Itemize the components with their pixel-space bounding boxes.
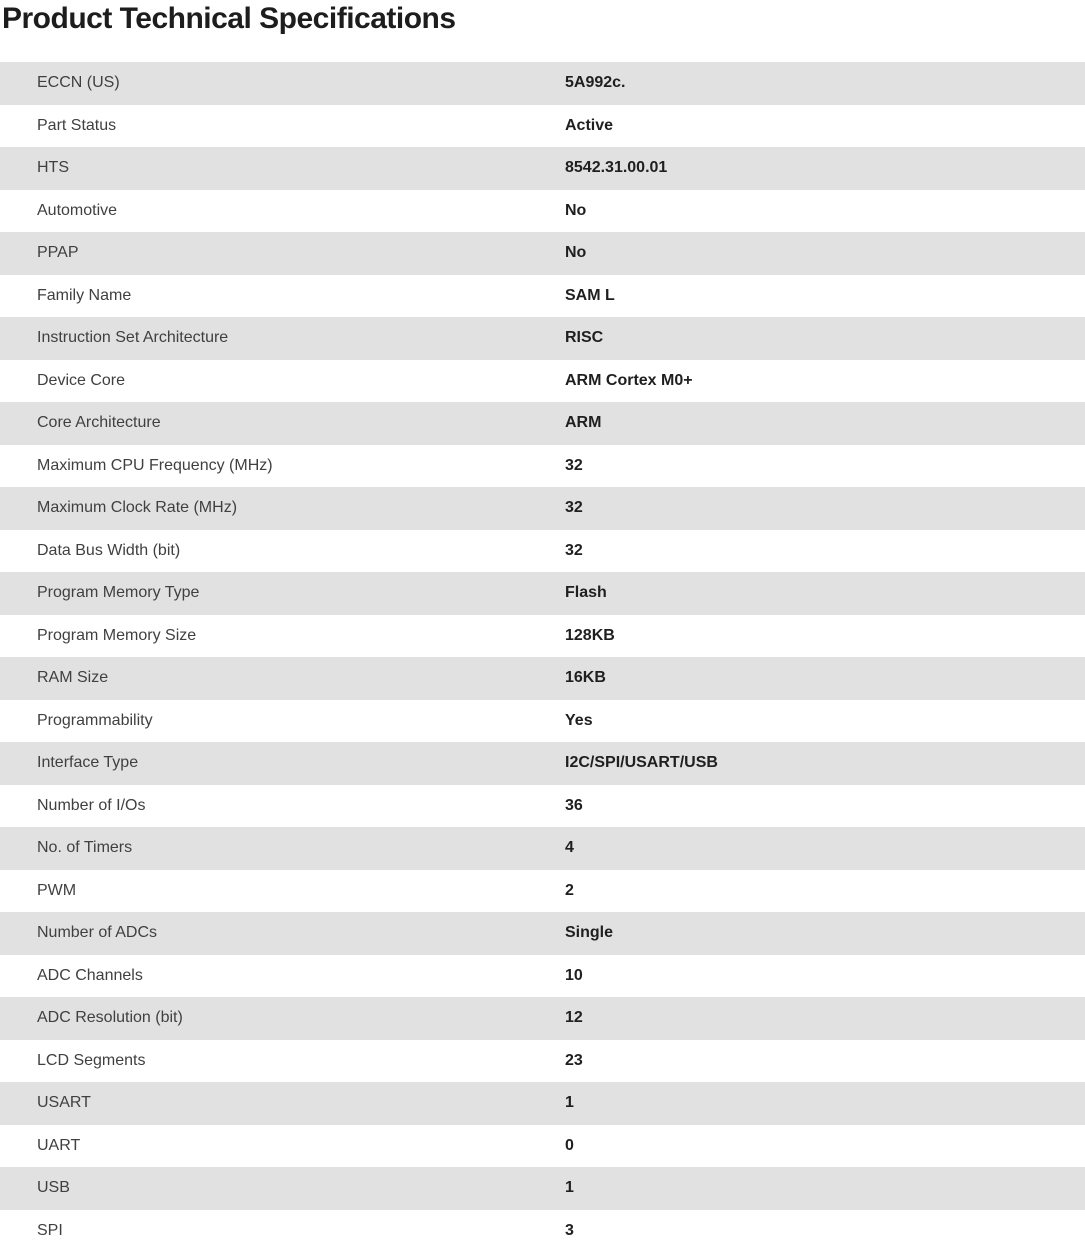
table-row: Part Status Active [0,104,1085,147]
spec-value: SAM L [565,287,615,304]
spec-label: Automotive [37,202,118,219]
table-row: LCD Segments 23 [0,1039,1085,1082]
spec-value: ARM [565,415,602,432]
spec-label: Number of ADCs [37,925,158,942]
spec-value: ARM Cortex M0+ [565,372,693,389]
spec-label: No. of Timers [37,840,133,857]
spec-label: Maximum CPU Frequency (MHz) [37,457,273,474]
spec-label: SPI [37,1222,63,1239]
spec-value: 1 [565,1095,574,1112]
table-row: ADC Resolution (bit) 12 [0,997,1085,1040]
spec-value: 3 [565,1222,574,1239]
table-row: Number of ADCs Single [0,912,1085,955]
table-row: Programmability Yes [0,699,1085,742]
spec-label: LCD Segments [37,1052,146,1069]
table-row: SPI 3 [0,1209,1085,1251]
table-row: Core Architecture ARM [0,402,1085,445]
spec-value: 8542.31.00.01 [565,160,668,177]
spec-label: Programmability [37,712,153,729]
specs-table: ECCN (US) 5A992c. Part Status Active HTS… [0,62,1085,1251]
spec-value: No [565,245,587,262]
spec-value: Active [565,117,614,134]
spec-value: 5A992c. [565,75,626,92]
table-row: ECCN (US) 5A992c. [0,62,1085,105]
spec-value: 32 [565,500,583,517]
spec-value: 32 [565,542,583,559]
spec-value: 10 [565,967,583,984]
spec-label: Data Bus Width (bit) [37,542,181,559]
spec-label: Number of I/Os [37,797,146,814]
table-row: USB 1 [0,1167,1085,1210]
spec-value: 0 [565,1137,574,1154]
spec-label: Family Name [37,287,132,304]
spec-label: Interface Type [37,755,139,772]
spec-label: HTS [37,160,69,177]
spec-label: RAM Size [37,670,109,687]
table-row: Automotive No [0,189,1085,232]
spec-label: Part Status [37,117,117,134]
table-row: HTS 8542.31.00.01 [0,147,1085,190]
table-row: No. of Timers 4 [0,827,1085,870]
spec-value: Single [565,925,614,942]
spec-value: 16KB [565,670,606,687]
table-row: PWM 2 [0,869,1085,912]
spec-label: Instruction Set Architecture [37,330,229,347]
spec-value: 32 [565,457,583,474]
spec-value: 36 [565,797,583,814]
spec-value: I2C/SPI/USART/USB [565,755,718,772]
spec-label: Program Memory Type [37,585,200,602]
table-row: Instruction Set Architecture RISC [0,317,1085,360]
table-row: Maximum CPU Frequency (MHz) 32 [0,444,1085,487]
spec-value: No [565,202,587,219]
table-row: Family Name SAM L [0,274,1085,317]
spec-label: USB [37,1180,70,1197]
spec-value: 2 [565,882,574,899]
spec-value: 1 [565,1180,574,1197]
table-row: Number of I/Os 36 [0,784,1085,827]
spec-label: ADC Resolution (bit) [37,1010,183,1027]
spec-label: UART [37,1137,81,1154]
table-row: Program Memory Type Flash [0,572,1085,615]
spec-label: USART [37,1095,91,1112]
table-row: Maximum Clock Rate (MHz) 32 [0,487,1085,530]
spec-label: PWM [37,882,77,899]
spec-value: 128KB [565,627,615,644]
spec-value: Flash [565,585,607,602]
table-row: UART 0 [0,1124,1085,1167]
table-row: Data Bus Width (bit) 32 [0,529,1085,572]
table-row: USART 1 [0,1082,1085,1125]
spec-value: Yes [565,712,593,729]
spec-label: ADC Channels [37,967,143,984]
spec-value: 12 [565,1010,583,1027]
spec-label: ECCN (US) [37,75,120,92]
table-row: Device Core ARM Cortex M0+ [0,359,1085,402]
table-row: PPAP No [0,232,1085,275]
spec-label: Program Memory Size [37,627,197,644]
spec-value: RISC [565,330,604,347]
table-row: ADC Channels 10 [0,954,1085,997]
table-row: Interface Type I2C/SPI/USART/USB [0,742,1085,785]
spec-label: PPAP [37,245,79,262]
spec-value: 23 [565,1052,583,1069]
table-row: RAM Size 16KB [0,657,1085,700]
page-title: Product Technical Specifications [2,2,456,35]
spec-label: Device Core [37,372,126,389]
table-row: Program Memory Size 128KB [0,614,1085,657]
spec-label: Core Architecture [37,415,161,432]
spec-value: 4 [565,840,574,857]
spec-label: Maximum Clock Rate (MHz) [37,500,238,517]
